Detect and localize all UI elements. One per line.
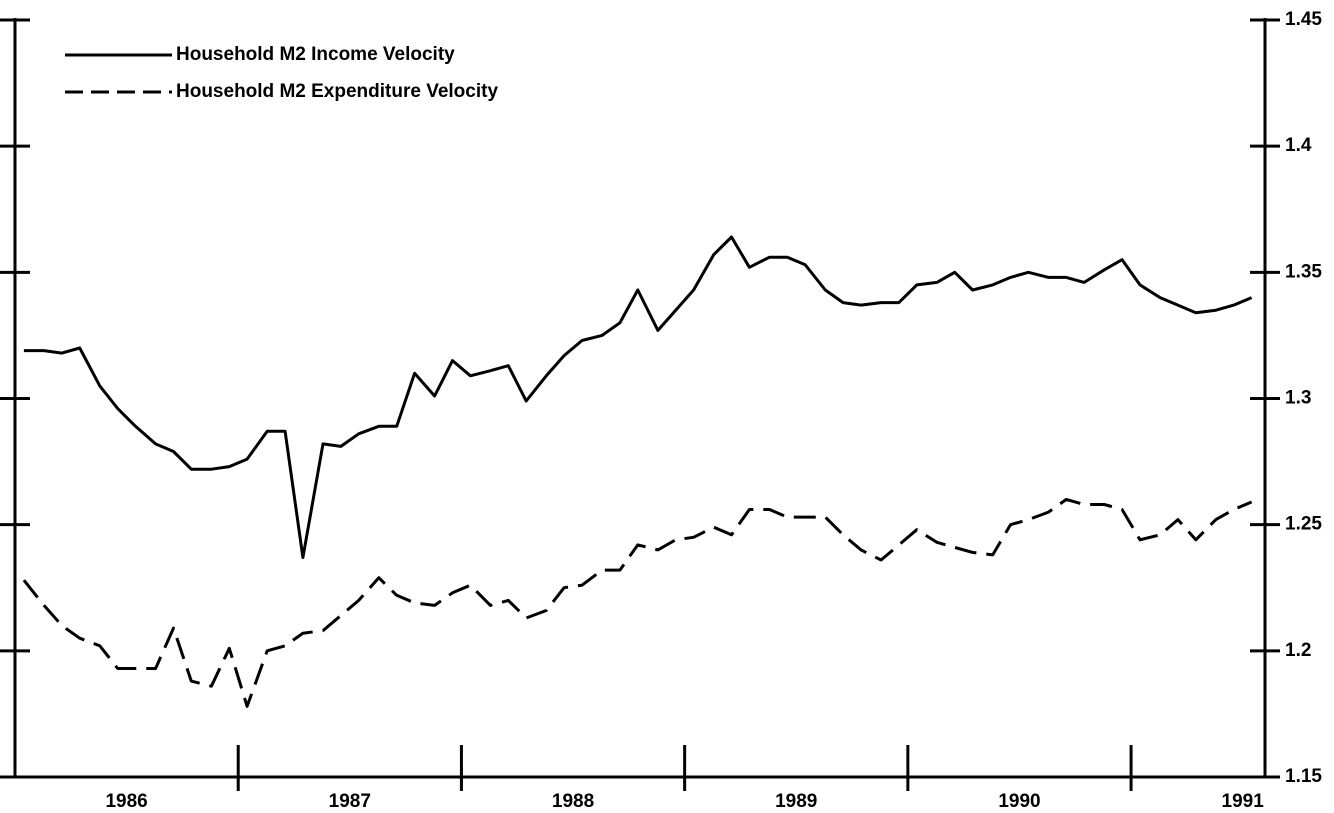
y-tick-label: 1.2	[1285, 640, 1311, 661]
x-year-label: 1988	[552, 791, 594, 812]
y-tick-label: 1.15	[1285, 766, 1322, 787]
x-year-label: 1990	[998, 791, 1040, 812]
x-year-label: 1989	[775, 791, 817, 812]
y-tick-label: 1.3	[1285, 388, 1311, 409]
legend-label: Household M2 Income Velocity	[176, 44, 455, 65]
y-tick-label: 1.35	[1285, 261, 1322, 282]
legend-label: Household M2 Expenditure Velocity	[176, 81, 498, 102]
series-line	[22, 497, 1253, 708]
x-year-label: 1991	[1222, 791, 1265, 812]
y-tick-label: 1.4	[1285, 135, 1312, 156]
y-tick-label: 1.45	[1285, 9, 1322, 30]
series-line	[23, 235, 1253, 559]
x-year-label: 1986	[105, 791, 147, 812]
x-year-label: 1987	[329, 791, 371, 812]
y-tick-label: 1.25	[1285, 514, 1322, 535]
